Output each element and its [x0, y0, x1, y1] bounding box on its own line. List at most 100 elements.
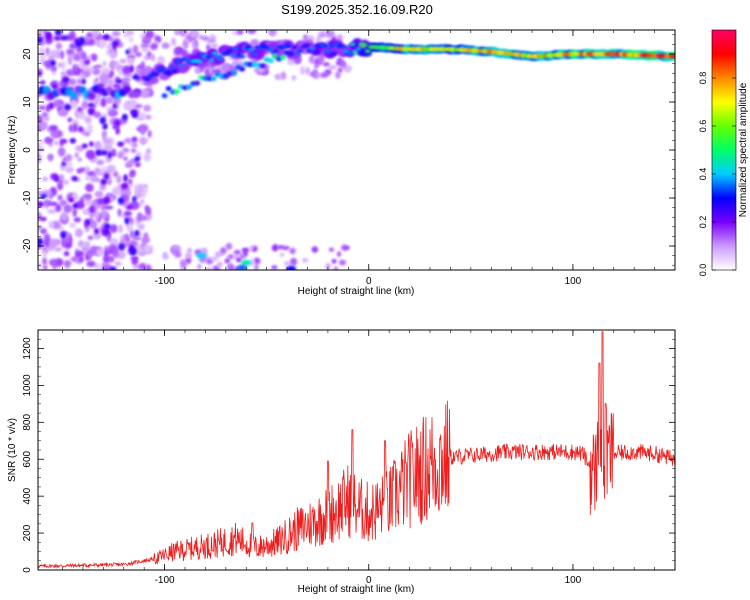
heatmap-cell [312, 69, 319, 79]
heatmap-cell [108, 61, 116, 70]
heatmap-cell [128, 101, 138, 108]
heatmap-cell [231, 70, 237, 76]
heatmap-cell [130, 148, 137, 153]
colorbar-ticks: 0.0 0.2 0.4 0.6 0.8 [698, 72, 736, 276]
heatmap-cell [299, 65, 305, 75]
heatmap-cell [123, 156, 128, 162]
heatmap-cell [308, 55, 315, 64]
heatmap-cell [249, 39, 260, 48]
heatmap-cell [145, 30, 155, 39]
heatmap-cell [216, 261, 223, 268]
heatmap-cell [147, 74, 154, 79]
heatmap-cell [337, 67, 343, 73]
heatmap-cell [322, 62, 330, 67]
heatmap-cell [81, 143, 88, 149]
heatmap-cell [99, 116, 107, 125]
heatmap-cell [229, 266, 235, 270]
heatmap-cell [38, 237, 44, 245]
heatmap-cell [144, 114, 152, 120]
heatmap-cell [233, 46, 240, 51]
heatmap-cell [182, 39, 189, 50]
heatmap-cell [85, 175, 92, 181]
heatmap-cell [52, 173, 59, 181]
heatmap-cell [99, 183, 107, 191]
heatmap-cell [196, 252, 207, 259]
heatmap-cell [256, 70, 267, 76]
heatmap-cell [72, 202, 79, 209]
heatmap-cell [45, 32, 53, 41]
heatmap-cell [198, 34, 204, 40]
heatmap-cell [229, 53, 236, 58]
heatmap-cell [239, 66, 246, 72]
heatmap-cell [194, 80, 201, 86]
heatmap-cell [117, 141, 125, 147]
heatmap-cell [96, 159, 105, 166]
heatmap-cell [140, 43, 150, 48]
heatmap-cell [107, 111, 116, 116]
heatmap-cell [53, 35, 62, 41]
heatmap-cell [97, 197, 105, 205]
heatmap-cell [335, 71, 341, 79]
heatmap-cell [254, 263, 259, 270]
heatmap-cell [173, 89, 180, 95]
heatmap-cell [331, 258, 337, 264]
heatmap-cell [60, 35, 69, 41]
heatmap-cell [109, 49, 117, 60]
heatmap-cell [72, 123, 78, 133]
heatmap-cell [174, 30, 179, 36]
heatmap-cell [355, 47, 362, 51]
heatmap-cell [137, 185, 145, 193]
heatmap-cell [75, 145, 85, 152]
spectrogram-xlabel: Height of straight line (km) [298, 286, 415, 297]
heatmap-cell [77, 240, 85, 248]
heatmap-cell [75, 39, 83, 48]
heatmap-cell [85, 149, 96, 160]
heatmap-cell [75, 250, 85, 258]
heatmap-cell [77, 126, 84, 133]
heatmap-cell [80, 51, 85, 60]
heatmap-cell [89, 66, 95, 73]
heatmap-cell [103, 223, 111, 230]
heatmap-cell [51, 220, 61, 230]
heatmap-cell [246, 30, 257, 34]
heatmap-cell [325, 263, 331, 270]
y-tick-label: 10 [22, 96, 33, 108]
heatmap-cell [109, 224, 118, 234]
heatmap-cell [118, 250, 126, 259]
heatmap-cell [61, 61, 66, 71]
heatmap-cell [143, 104, 152, 112]
heatmap-cell [117, 197, 124, 204]
heatmap-cell [324, 49, 331, 54]
heatmap-cell [205, 266, 213, 270]
heatmap-cell [303, 43, 310, 48]
heatmap-cell [77, 157, 83, 162]
heatmap-cell [38, 105, 46, 111]
heatmap-cell [144, 77, 151, 82]
y-tick-label: 1000 [22, 374, 33, 397]
heatmap-cell [38, 225, 43, 231]
heatmap-cell [94, 210, 100, 221]
heatmap-cell [180, 30, 186, 38]
heatmap-cell [116, 79, 123, 84]
heatmap-cell [271, 265, 278, 270]
heatmap-cell [103, 122, 108, 130]
heatmap-cell [287, 57, 295, 66]
heatmap-cell [102, 60, 107, 67]
heatmap-cell [54, 140, 59, 146]
heatmap-cell [161, 93, 168, 99]
heatmap-cell [70, 99, 78, 110]
heatmap-cell [95, 149, 102, 156]
heatmap-cell [57, 194, 63, 201]
heatmap-cell [272, 48, 279, 53]
heatmap-cell [344, 65, 351, 73]
heatmap-cell [102, 255, 111, 263]
heatmap-cell [140, 127, 146, 136]
heatmap-cell [102, 228, 110, 236]
heatmap-cell [56, 182, 64, 191]
heatmap-cell [38, 68, 43, 78]
heatmap-cell [109, 266, 117, 270]
heatmap-cell [137, 112, 147, 119]
heatmap-cell [88, 141, 94, 147]
